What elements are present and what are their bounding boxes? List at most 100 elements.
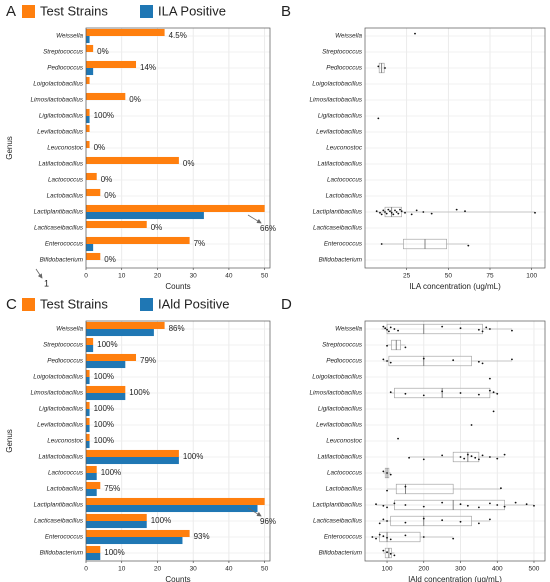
genus-label: Ligilactobacillus	[318, 113, 363, 120]
percent-label: 100%	[94, 436, 114, 445]
point	[382, 504, 385, 507]
percent-label: 100%	[129, 388, 149, 397]
genus-label: Lactiplantibacillus	[313, 502, 363, 509]
legend-label: Test Strains	[40, 3, 108, 18]
point	[385, 212, 388, 215]
x-tick-label: 20	[154, 273, 162, 280]
percent-label: 100%	[104, 548, 124, 557]
bar	[86, 449, 179, 457]
point	[503, 505, 506, 508]
genus-label: Pediococcus	[47, 65, 84, 72]
panel-label: B	[281, 3, 291, 20]
bar	[86, 369, 90, 377]
genus-label: Bifidobacterium	[319, 257, 362, 264]
point	[422, 394, 425, 397]
x-tick-label: 10	[118, 566, 126, 573]
point	[386, 344, 388, 347]
point	[467, 244, 470, 247]
box	[388, 355, 472, 367]
point	[386, 506, 388, 509]
genus-label: Levilactobacillus	[316, 129, 363, 136]
x-axis-title: Counts	[165, 575, 190, 582]
x-tick-label: 30	[190, 273, 198, 280]
point	[470, 424, 473, 426]
bar	[86, 172, 97, 180]
bar	[86, 497, 265, 505]
point	[477, 522, 480, 525]
genus-label: Weissella	[335, 326, 362, 333]
point	[481, 330, 484, 333]
point	[389, 552, 392, 555]
point	[382, 549, 385, 552]
point	[386, 328, 388, 331]
percent-label: 0%	[151, 223, 163, 232]
x-tick-label: 500	[529, 566, 540, 573]
percent-label: 0%	[104, 255, 116, 264]
percent-label: 96%	[260, 517, 276, 526]
bar	[86, 116, 90, 124]
percent-label: 66%	[260, 224, 276, 233]
point	[492, 410, 495, 413]
point	[382, 470, 385, 473]
genus-label: Weissella	[335, 33, 362, 40]
genus-label: Loigolactobacillus	[33, 374, 84, 381]
box	[384, 206, 402, 218]
point	[422, 357, 425, 360]
point	[500, 487, 502, 490]
percent-label: 0%	[97, 47, 109, 56]
x-tick-label: 20	[154, 566, 162, 573]
point	[459, 456, 462, 458]
genus-label: Bifidobacterium	[319, 550, 362, 557]
point	[389, 538, 392, 541]
x-tick-label: 40	[225, 273, 233, 280]
genus-label: Latilactobacillus	[318, 161, 363, 168]
genus-label: Streptococcus	[322, 49, 363, 56]
point	[422, 536, 425, 538]
genus-label: Bifidobacterium	[40, 257, 83, 264]
point	[422, 211, 425, 213]
point	[459, 392, 462, 394]
point	[503, 453, 506, 456]
point	[466, 453, 469, 456]
bar	[86, 521, 147, 529]
percent-label: 100%	[94, 404, 114, 413]
genus-label: Enterococcus	[45, 534, 84, 541]
bar	[86, 212, 204, 220]
x-tick-label: 400	[492, 566, 503, 573]
bar	[86, 345, 94, 353]
point	[384, 327, 387, 330]
x-axis-title: IAld concentration (ug/mL)	[408, 575, 502, 582]
genus-label: Weissella	[56, 33, 83, 40]
genus-label: Enterococcus	[324, 534, 363, 541]
x-tick-label: 100	[526, 273, 537, 280]
point	[386, 520, 388, 522]
bar	[86, 465, 97, 473]
point	[414, 32, 416, 35]
x-tick-label: 50	[261, 273, 269, 280]
point	[382, 535, 385, 538]
point	[378, 533, 381, 536]
genus-label: Latilactobacillus	[39, 454, 84, 461]
box	[395, 483, 454, 495]
point	[534, 211, 536, 214]
point	[387, 330, 390, 333]
bar	[86, 545, 101, 553]
point	[393, 502, 396, 505]
point	[488, 328, 491, 330]
bar	[86, 76, 90, 84]
genus-label: Lacticaseibacillus	[34, 225, 84, 232]
bar	[86, 108, 90, 116]
point	[386, 551, 388, 554]
bar	[86, 553, 101, 561]
point	[466, 504, 469, 507]
point	[511, 358, 513, 361]
point	[410, 213, 413, 216]
point	[395, 211, 398, 213]
genus-label: Pediococcus	[47, 358, 84, 365]
genus-label: Pediococcus	[326, 358, 363, 365]
point	[459, 520, 462, 523]
point	[422, 517, 425, 520]
point	[488, 377, 491, 380]
bar	[86, 236, 190, 244]
point	[441, 454, 444, 457]
